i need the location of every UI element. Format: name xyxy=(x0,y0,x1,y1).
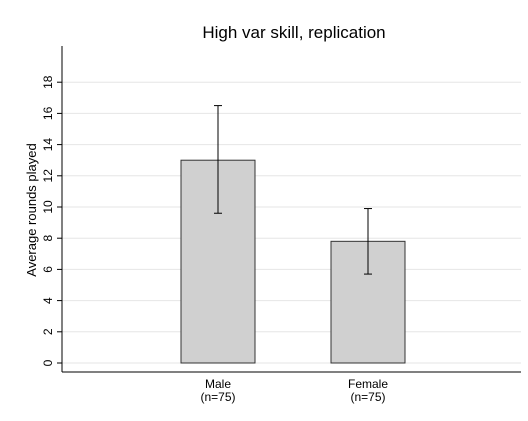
y-tick-label: 18 xyxy=(41,75,55,89)
y-tick-label: 6 xyxy=(41,266,55,273)
x-category-count: (n=75) xyxy=(350,390,385,404)
y-tick-label: 10 xyxy=(41,200,55,214)
y-tick-label: 2 xyxy=(41,328,55,335)
x-category-label: Female xyxy=(348,377,388,391)
y-tick-label: 8 xyxy=(41,235,55,242)
y-tick-label: 14 xyxy=(41,138,55,152)
y-tick-label: 12 xyxy=(41,169,55,183)
y-tick-label: 16 xyxy=(41,106,55,120)
x-category-label: Male xyxy=(205,377,231,391)
y-tick-label: 4 xyxy=(41,297,55,304)
y-ticks: 0 2 4 6 8 10 12 14 16 18 xyxy=(41,75,62,366)
y-tick-label: 0 xyxy=(41,359,55,366)
gridlines xyxy=(62,81,521,364)
x-category-labels: Male(n=75)Female(n=75) xyxy=(200,377,388,404)
y-axis-title: Average rounds played xyxy=(24,143,39,276)
bars xyxy=(180,105,406,364)
axes xyxy=(61,46,521,373)
chart-title: High var skill, replication xyxy=(202,23,385,42)
x-category-count: (n=75) xyxy=(200,390,235,404)
